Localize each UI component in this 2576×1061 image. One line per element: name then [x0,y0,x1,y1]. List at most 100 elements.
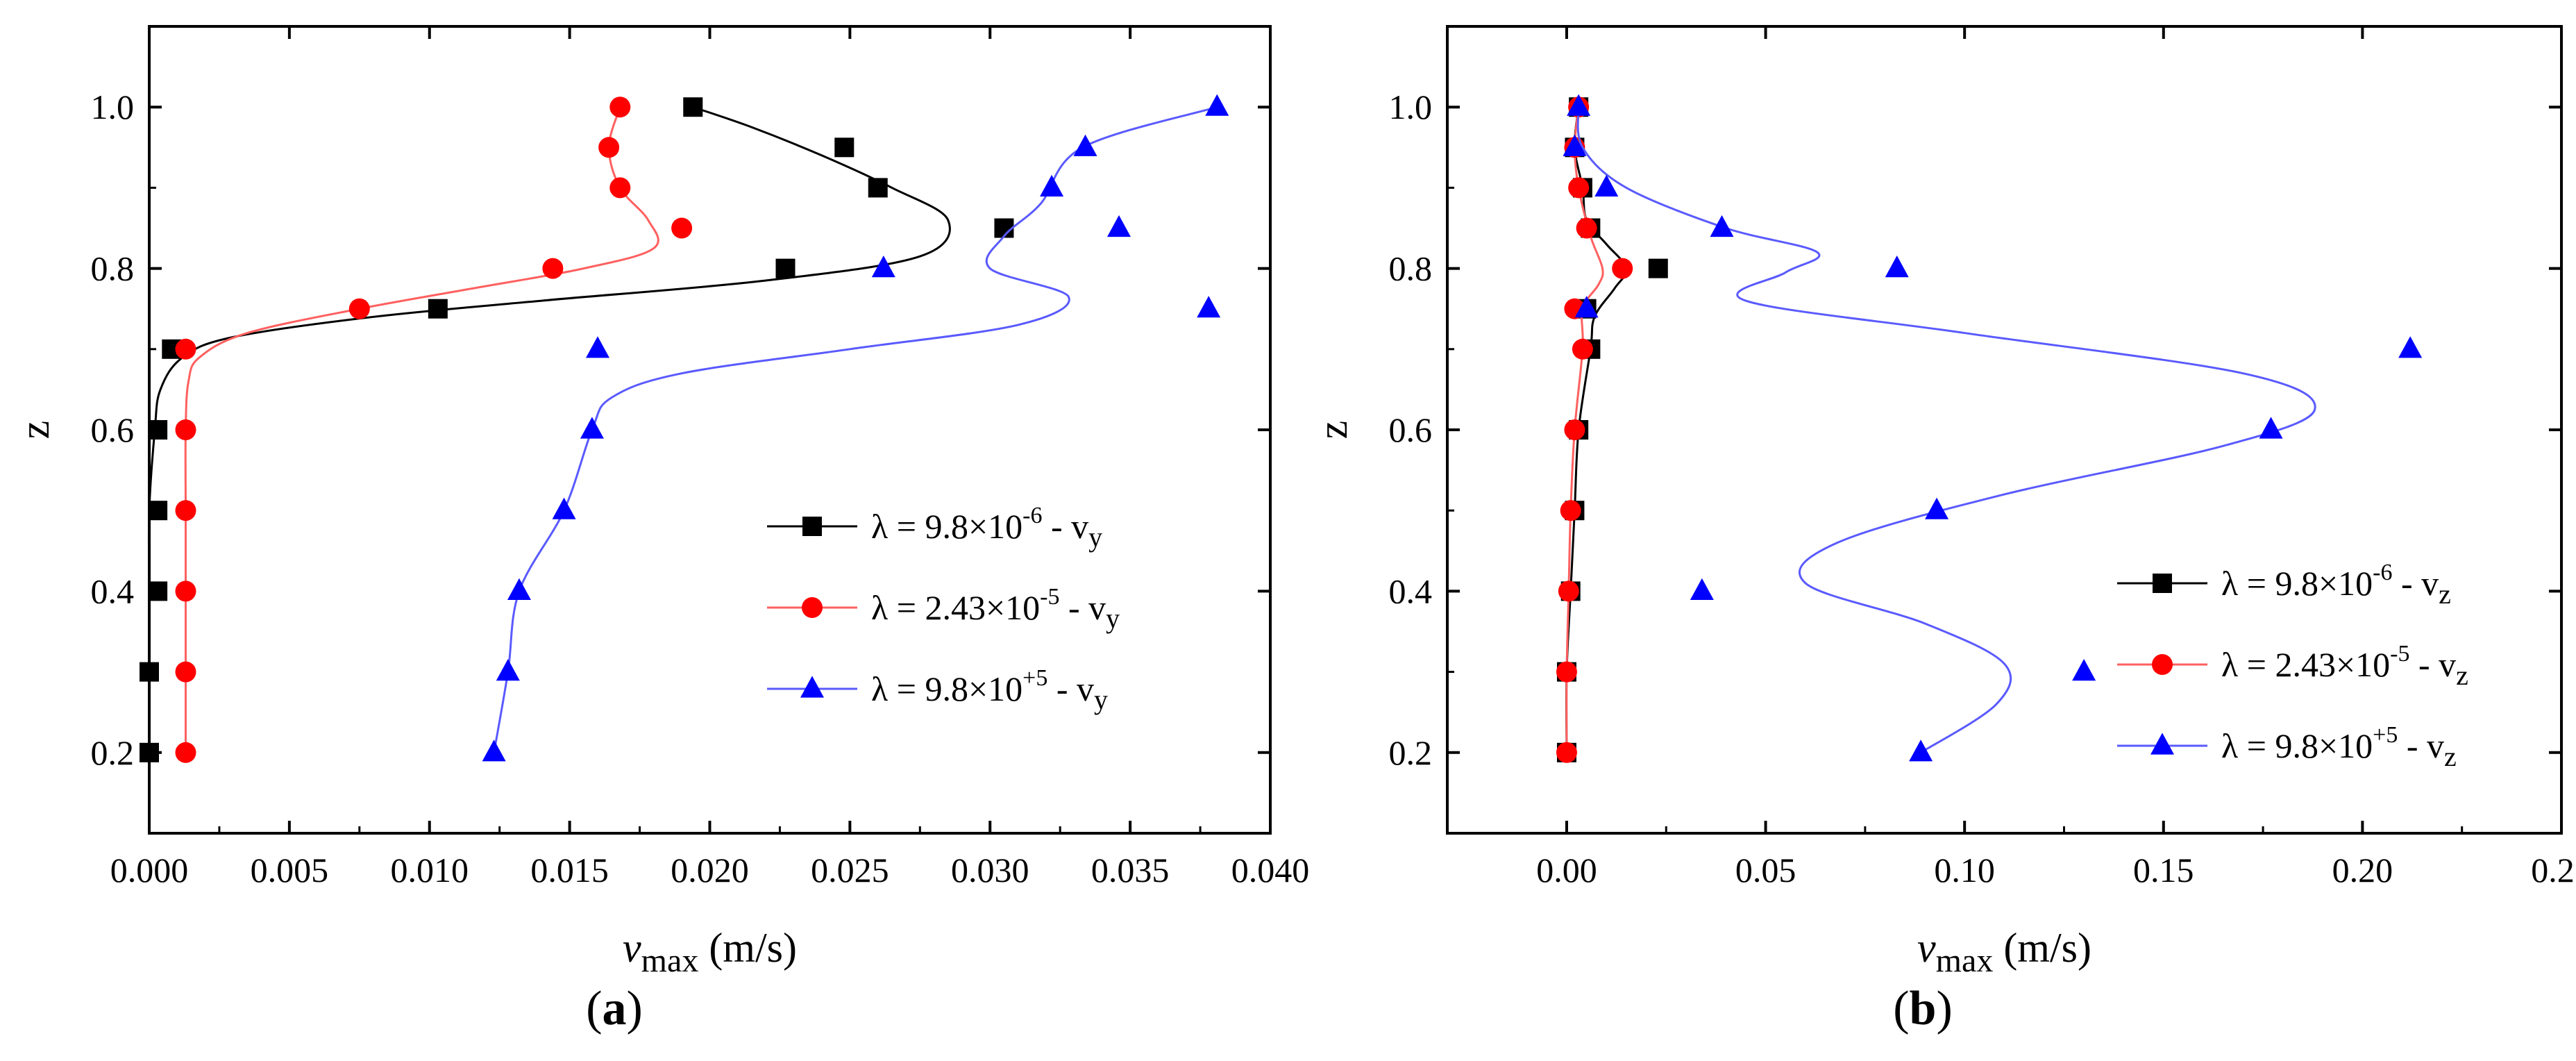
series-curve [1576,107,2316,754]
x-axis-label: vmax (m/s) [1917,925,2091,979]
data-point [683,97,703,117]
x-tick-label: 0.00 [1536,851,1597,889]
legend-label: λ = 9.8×10+5 - vz [2221,722,2457,772]
data-point [428,299,448,319]
x-tick-label: 0.000 [110,851,189,889]
data-point [2072,659,2096,681]
y-axis-label: z [1310,421,1356,440]
y-tick-label: 0.6 [1389,410,1433,449]
data-point [542,258,564,279]
y-tick-label: 0.2 [1389,733,1433,772]
y-tick-label: 1.0 [91,87,135,126]
panel-b: 0.00 0.05 0.10 0.15 0.20 0.25 0.2 0.4 0.6 0.8 1.0 v… [1310,25,2576,1035]
y-tick-label: 0.8 [1389,249,1433,288]
x-tick-label: 0.010 [391,851,469,889]
x-tick-label: 0.25 [2531,851,2576,889]
y-axis-label: z [12,421,58,440]
data-point [148,581,168,601]
data-point [1925,497,1949,519]
data-point [175,661,196,683]
legend-label: λ = 2.43×10-5 - vz [2221,641,2468,691]
data-point [609,97,631,118]
panel-a: 0.000 0.005 0.010 0.015 0.020 0.025 0.030 0.035… [12,25,1310,1035]
x-axis-label: vmax (m/s) [623,925,797,979]
y-tick-label: 0.4 [91,571,135,610]
data-point [148,501,168,521]
data-point [1576,217,1597,239]
data-point [1558,580,1579,602]
y-tick-label: 0.2 [91,733,135,772]
data-point [2398,336,2423,358]
data-point [482,740,506,762]
data-point [507,578,531,600]
data-point [1572,338,1593,360]
x-tick-label: 0.040 [1231,851,1310,889]
data-point [140,742,159,762]
plot-frame [1446,25,2563,835]
x-tick-label: 0.030 [951,851,1029,889]
data-point [175,500,196,521]
x-tick-label: 0.20 [2332,851,2393,889]
x-tick-label: 0.05 [1735,851,1796,889]
data-point [1556,661,1577,683]
data-point [348,298,370,319]
series-1 [175,97,693,763]
data-point [1648,258,1668,278]
legend-marker [800,676,824,698]
data-point [2259,417,2283,439]
data-point [1594,174,1619,197]
data-point [834,137,855,158]
data-point [552,497,576,519]
data-point [609,177,631,199]
y-tick-label: 1.0 [1389,87,1433,126]
series-2 [482,94,1229,762]
data-point [868,178,888,198]
series-curve [493,106,1218,753]
data-point [1909,740,1933,762]
data-point [496,659,520,681]
data-point [598,137,620,158]
panel-label: (a) [586,982,643,1035]
legend-marker [2153,574,2172,593]
data-point [175,580,196,602]
data-point [775,258,795,278]
data-point [1197,296,1221,318]
series-curve [184,106,659,753]
y-tick-label: 0.8 [91,249,135,288]
data-point [175,338,196,360]
x-tick-label: 0.035 [1091,851,1170,889]
legend-marker [802,517,822,536]
data-point [1073,134,1097,156]
legend-marker [2150,733,2174,755]
data-point [1612,258,1633,279]
panel-label: (b) [1893,982,1953,1035]
x-tick-label: 0.025 [811,851,889,889]
legend-label: λ = 9.8×10-6 - vz [2221,560,2451,610]
legend-label: λ = 2.43×10-5 - vy [871,584,1120,634]
data-point [175,742,196,763]
series-curve [147,106,951,753]
data-point [1690,578,1714,600]
y-tick-label: 0.6 [91,410,135,449]
x-tick-label: 0.10 [1934,851,1995,889]
data-point [1885,256,1909,278]
data-point [671,217,693,239]
series-2 [1563,94,2423,762]
series-0 [140,97,1014,762]
data-point [1564,419,1585,440]
data-point [1563,134,1587,156]
data-point [1556,742,1577,763]
data-point [580,417,604,439]
data-point [1205,94,1229,116]
data-point [1106,215,1131,237]
data-point [148,420,168,440]
x-tick-label: 0.015 [530,851,609,889]
data-point [871,256,895,278]
data-point [175,419,196,440]
data-point [1568,177,1590,199]
x-tick-label: 0.020 [671,851,749,889]
series-1 [1556,97,1633,763]
data-point [1574,296,1599,318]
y-tick-label: 0.4 [1389,571,1433,610]
